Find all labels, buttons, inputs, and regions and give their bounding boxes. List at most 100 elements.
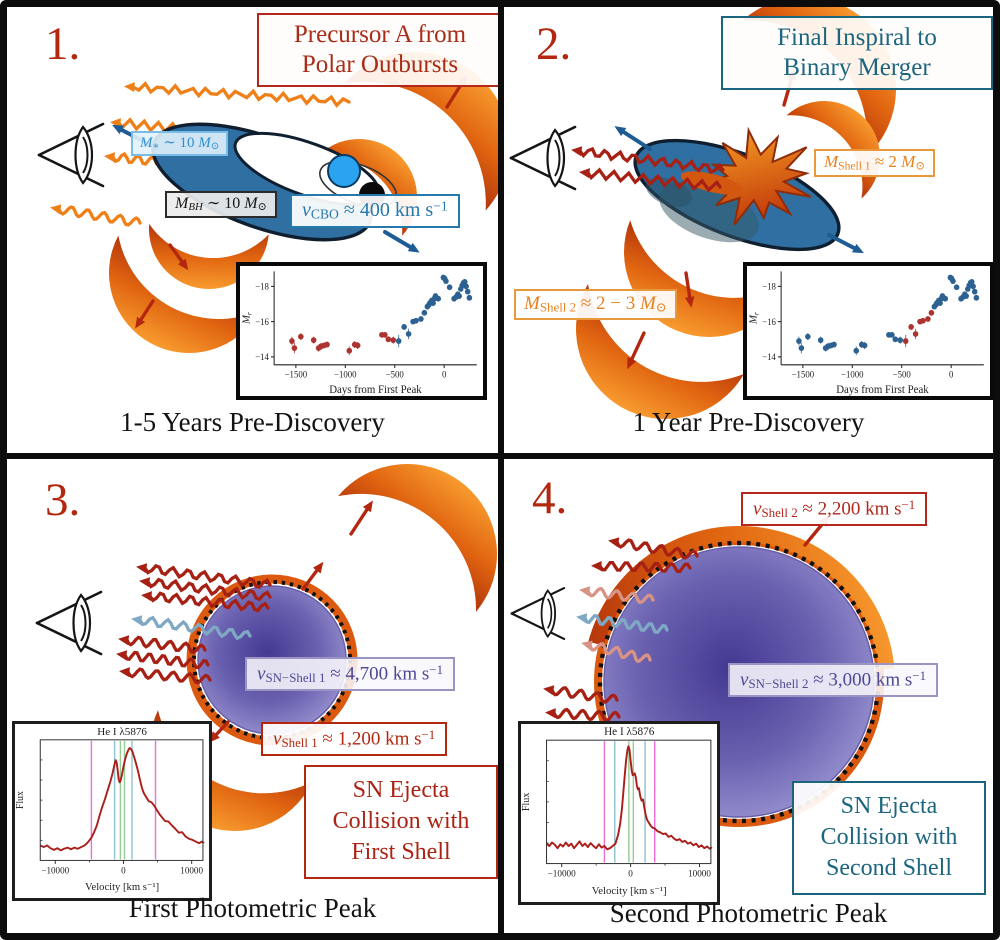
arrow-head-icon [141,591,152,602]
arrow-head-icon [608,537,620,548]
expansion-arrow [684,271,692,301]
svg-text:Mr: Mr [241,312,253,325]
velocity-label-sn-shell-1: vSN−Shell 1 ≈ 4,700 km s−1 [245,657,456,692]
radiation-wavy-arrow [583,613,669,635]
spectrum-chart: −10000 0 10000 He I λ5876 Velocity [km s⁻¹] F… [521,726,713,897]
arrow-head-icon [852,243,864,254]
svg-text:Velocity [km s⁻¹]: Velocity [km s⁻¹] [85,882,159,893]
expansion-arrow [383,230,414,250]
note-line: First Shell [351,839,451,866]
svg-text:He I λ5876: He I λ5876 [604,726,655,738]
svg-text:Flux: Flux [521,793,532,812]
inset-spectrum: −10000 0 10000 He I λ5876 Velocity [km s⁻¹] F… [12,721,212,901]
panel-number: 1. [45,18,81,70]
expansion-arrow [629,331,646,363]
arrow-head-icon [684,296,695,308]
arrow-head-icon [124,82,135,93]
radiation-wavy-arrow [552,707,621,723]
note-line: SN Ejecta [352,777,450,803]
arrow-head-icon [571,146,583,157]
svg-text:0: 0 [628,869,633,879]
expansion-arrow [168,243,185,265]
arrow-head-icon [136,563,148,574]
expansion-arrow [445,81,464,109]
panel-1-precursor: 1. Precursor A from Polar Outbursts M∗ ∼… [7,7,501,456]
arrow-head-icon [50,204,62,215]
velocity-label-shell-1: vShell 1 ≈ 1,200 km s−1 [261,722,448,757]
arrow-head-icon [139,577,151,588]
arrow-head-icon [131,615,143,626]
svg-text:−1000: −1000 [841,370,864,380]
arrow-head-icon [119,667,130,678]
panel-4-second-peak: 4. vShell 2 ≈ 2,200 km s−1 vSN−Shell 2 ≈… [501,456,993,933]
expansion-arrow [138,299,155,323]
panel-3-first-peak: 3. vSN−Shell 1 ≈ 4,700 km s−1 vShell 1 ≈… [7,456,501,933]
note-line: Collision with [820,824,958,851]
svg-text:−1000: −1000 [334,370,357,380]
svg-text:−500: −500 [893,370,912,380]
light-curve-chart: −18 −16 −14 −1500 −1000 −500 0 Days from First … [241,271,477,396]
panel-number: 3. [45,474,81,526]
spectrum-chart: −10000 0 10000 He I λ5876 Velocity [km s⁻¹] F… [15,726,205,893]
radiation-wavy-arrow [550,686,619,704]
radiation-wavy-arrow [148,591,270,613]
csm-shell-crescent [338,463,498,612]
inset-spectrum: −10000 0 10000 He I λ5876 Velocity [km s⁻¹] F… [518,721,720,905]
svg-text:0: 0 [442,370,447,380]
svg-text:−18: −18 [762,281,776,291]
svg-text:Days from First Peak: Days from First Peak [329,384,422,396]
csm-shell-crescent [575,283,744,420]
panel-title-line: Polar Outbursts [301,51,459,78]
mass-label-star: M∗ ∼ 10 M⊙ [131,131,229,157]
velocity-label-cbo: vCBO ≈ 400 km s−1 [290,194,460,228]
observer-eye-icon [35,590,103,656]
svg-text:0: 0 [949,370,954,380]
svg-text:10000: 10000 [180,865,203,875]
panel-caption: 1 Year Pre-Discovery [632,407,865,437]
arrow-head-icon [362,500,373,513]
panel-title-line: Binary Merger [783,54,931,81]
arrow-head-icon [591,561,602,572]
arrow-head-icon [312,561,324,574]
arrow-head-icon [581,640,593,651]
panel-2-merger: 2. Final Inspiral to Binary Merger MShel… [501,7,993,456]
svg-text:−18: −18 [255,281,269,291]
observer-eye-icon [37,122,105,188]
velocity-label-sn-shell-2: vSN−Shell 2 ≈ 3,000 km s−1 [728,663,939,698]
svg-text:Flux: Flux [15,791,26,809]
svg-text:Mr: Mr [748,312,760,325]
note-line: SN Ejecta [840,793,938,819]
svg-text:−10000: −10000 [548,869,577,879]
note-box-sn-ejecta-collision-2: SN Ejecta Collision with Second Shell [792,781,986,895]
svg-text:−1500: −1500 [792,370,815,380]
arrow-head-icon [627,357,637,370]
panel-title-line: Final Inspiral to [777,24,937,51]
panel-title-box: Precursor A from Polar Outbursts [257,13,498,87]
panel-number: 2. [536,18,572,70]
svg-text:0: 0 [121,865,126,875]
radiation-wavy-arrow [146,577,272,602]
panel-caption: 1-5 Years Pre-Discovery [120,407,385,437]
expansion-arrow [301,567,320,591]
arrow-head-icon [112,124,125,135]
radiation-wavy-arrow [588,642,652,663]
inset-light-curve: −18 −16 −14 −1500 −1000 −500 0 Days from First … [743,262,993,400]
velocity-label-shell-2: vShell 2 ≈ 2,200 km s−1 [741,492,928,527]
csm-shell-crescent [109,235,260,353]
svg-text:He I λ5876: He I λ5876 [97,726,147,738]
panel-caption: Second Photometric Peak [609,898,888,928]
panel-title-line: Precursor A from [293,21,467,48]
arrow-head-icon [104,152,115,163]
svg-text:−1500: −1500 [285,370,308,380]
radiation-wavy-arrow [586,586,655,605]
radiation-wavy-arrow [138,615,252,641]
inset-light-curve: −18 −16 −14 −1500 −1000 −500 0 Days from First … [236,262,487,400]
radiation-wavy-arrow [126,667,212,685]
arrow-head-icon [407,242,420,253]
arrow-head-icon [116,650,128,661]
radiation-wavy-arrow [578,146,725,175]
svg-text:Days from First Peak: Days from First Peak [836,384,929,396]
radiation-wavy-arrow [586,167,722,193]
svg-text:−14: −14 [255,352,269,362]
